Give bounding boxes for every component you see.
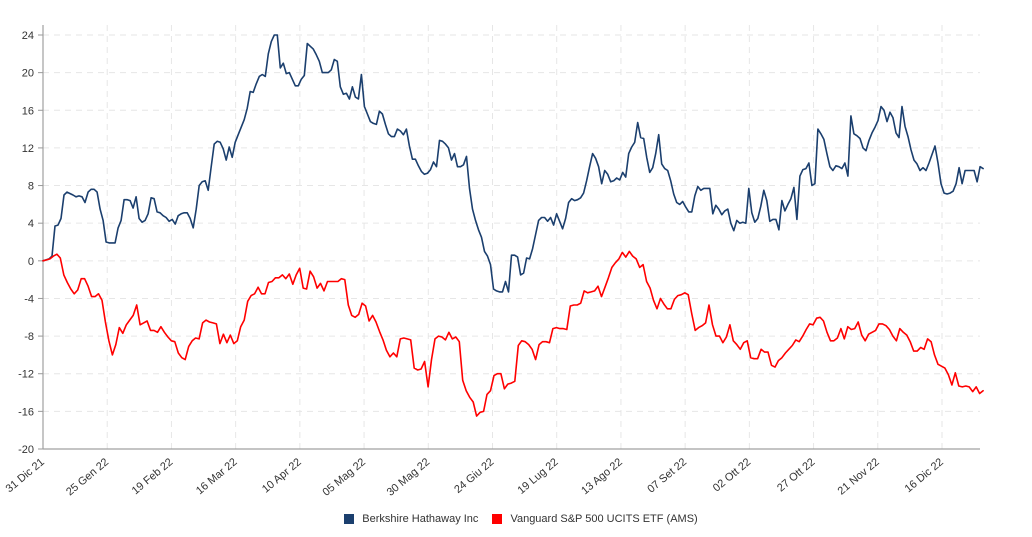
series-line-vanguard [42,250,984,417]
y-tick-label: 0 [28,256,34,268]
y-tick-label: -20 [18,444,34,456]
y-tick-label: 24 [22,30,34,42]
y-tick-label: 8 [28,181,34,193]
axes [42,25,980,450]
legend-item-vanguard[interactable]: Vanguard S&P 500 UCITS ETF (AMS) [492,513,698,525]
y-tick-label: 12 [22,143,34,155]
y-tick-label: -8 [24,331,34,343]
x-tick-label: 24 Giu 22 [452,456,496,496]
x-tick-label: 13 Ago 22 [579,456,625,497]
x-tick-label: 31 Dic 21 [4,456,47,495]
x-tick-label: 10 Apr 22 [260,456,304,495]
x-tick-label: 19 Feb 22 [130,456,176,497]
y-tick-label: -12 [18,369,34,381]
y-tick-label: -16 [18,406,34,418]
legend-label-vanguard: Vanguard S&P 500 UCITS ETF (AMS) [510,513,698,525]
x-tick-label: 05 Mag 22 [320,456,368,499]
x-tick-label: 16 Mar 22 [194,456,240,497]
legend-item-berkshire[interactable]: Berkshire Hathaway Inc [344,513,478,525]
legend-swatch-vanguard [492,514,503,524]
vertical-gridlines [106,25,943,449]
series-lines [42,34,984,417]
y-tick-label: 16 [22,105,34,117]
legend-label-berkshire: Berkshire Hathaway Inc [362,513,479,525]
x-axis-ticks: 31 Dic 21 25 Gen 22 19 Feb 22 16 Mar 22 10 A… [4,456,946,499]
legend-swatch-berkshire [344,514,355,524]
y-tick-label: 20 [22,68,34,80]
x-tick-label: 27 Ott 22 [775,456,817,494]
legend: Berkshire Hathaway Inc Vanguard S&P 500 … [0,513,1032,525]
x-tick-label: 25 Gen 22 [64,456,111,498]
x-tick-label: 19 Lug 22 [515,456,560,497]
x-tick-label: 16 Dic 22 [903,456,946,495]
x-tick-label: 02 Ott 22 [711,456,753,494]
y-axis-ticks: 24 20 16 12 8 4 0 -4 -8 -12 -16 -20 [18,30,43,456]
x-tick-label: 30 Mag 22 [385,456,433,499]
x-tick-label: 21 Nov 22 [836,456,882,497]
y-tick-label: -4 [24,293,34,305]
y-tick-label: 4 [28,218,34,230]
series-line-berkshire [42,34,984,293]
horizontal-gridlines [43,34,980,412]
x-tick-label: 07 Set 22 [645,456,689,495]
